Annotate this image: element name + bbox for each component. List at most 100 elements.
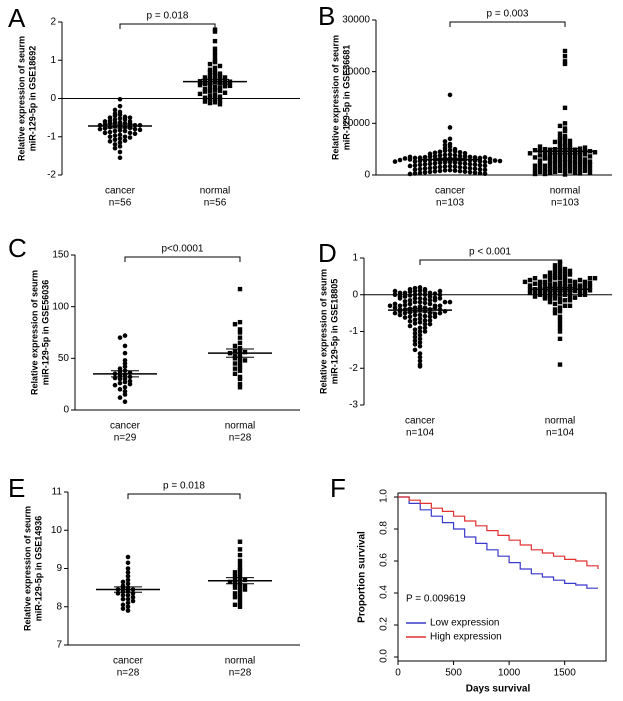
dot <box>562 152 568 157</box>
dot <box>242 587 248 592</box>
dot <box>407 323 413 329</box>
dot <box>212 92 218 97</box>
dot <box>402 310 408 316</box>
dot <box>412 321 418 326</box>
y-tick-label: 8 <box>56 601 62 612</box>
dot <box>547 282 553 287</box>
dot <box>437 160 443 166</box>
dot <box>402 290 408 296</box>
dot <box>452 152 458 158</box>
dot <box>587 154 593 159</box>
dot <box>562 61 568 67</box>
dot <box>547 277 553 283</box>
dot <box>217 88 223 94</box>
dot <box>547 147 553 152</box>
dot <box>432 169 438 174</box>
dot <box>477 162 483 168</box>
dot <box>437 310 443 316</box>
dot <box>442 139 448 144</box>
dot <box>232 591 238 596</box>
dot <box>462 154 468 159</box>
dot <box>207 67 213 73</box>
dot <box>537 292 543 297</box>
dot <box>125 596 131 602</box>
dot <box>432 297 438 303</box>
dot <box>122 134 128 140</box>
dot <box>397 312 403 318</box>
dot <box>547 150 553 155</box>
dot <box>212 59 218 65</box>
dot <box>202 89 208 94</box>
dot <box>437 292 443 298</box>
dot <box>232 573 238 579</box>
dot <box>412 327 418 332</box>
y-tick-label: 10000 <box>342 118 370 129</box>
dot <box>567 298 573 303</box>
dot <box>447 152 453 157</box>
dot <box>587 159 593 164</box>
dot <box>392 301 398 307</box>
dot <box>567 290 573 296</box>
dot <box>582 160 588 165</box>
y-tick-label: 0.8 <box>379 521 390 535</box>
x-tick-label: 500 <box>445 668 462 679</box>
dot <box>417 166 423 172</box>
dot <box>197 82 203 88</box>
dot <box>125 608 131 613</box>
dot <box>532 276 538 281</box>
y-axis-label: miR-129-5p in GSE36681 <box>341 45 351 151</box>
dot <box>557 160 563 165</box>
dot <box>422 321 428 327</box>
dot <box>417 332 423 338</box>
dot <box>557 280 563 286</box>
dot <box>432 150 438 156</box>
dot <box>567 268 573 274</box>
dot <box>452 160 458 165</box>
dot <box>567 283 573 288</box>
dot <box>212 87 218 93</box>
dot <box>117 116 123 121</box>
dot <box>412 338 418 343</box>
dot <box>422 325 428 331</box>
dot <box>117 144 123 149</box>
dot <box>567 142 573 148</box>
dot <box>122 379 128 385</box>
dot <box>130 594 136 600</box>
dot <box>557 131 563 136</box>
dot <box>422 313 428 319</box>
dot <box>542 146 548 152</box>
panel-label: F <box>330 473 346 503</box>
dot <box>117 155 123 161</box>
dot <box>472 166 478 172</box>
dot <box>547 299 553 305</box>
dot <box>112 128 118 134</box>
y-axis-label: Relative expression of seurm <box>22 506 32 631</box>
dot <box>117 395 123 400</box>
dot <box>567 138 573 144</box>
n-label: n=29 <box>114 433 137 444</box>
dot <box>117 103 123 109</box>
dot <box>97 126 103 132</box>
dot <box>532 148 538 153</box>
dot <box>392 292 398 298</box>
dot <box>552 276 558 281</box>
dot <box>557 272 563 277</box>
dot <box>237 547 243 552</box>
dot <box>537 165 543 170</box>
dot <box>122 392 128 397</box>
dot <box>412 334 418 340</box>
dot <box>582 168 588 174</box>
category-label: cancer <box>405 416 436 427</box>
dot <box>417 336 423 342</box>
dot <box>562 303 568 308</box>
dot <box>132 131 138 136</box>
dot <box>432 165 438 170</box>
dot <box>407 171 413 177</box>
dot <box>572 281 578 286</box>
y-tick-label: 10 <box>51 525 63 536</box>
dot <box>417 358 423 364</box>
dot <box>237 558 243 564</box>
dot <box>557 299 563 305</box>
dot <box>562 266 568 272</box>
